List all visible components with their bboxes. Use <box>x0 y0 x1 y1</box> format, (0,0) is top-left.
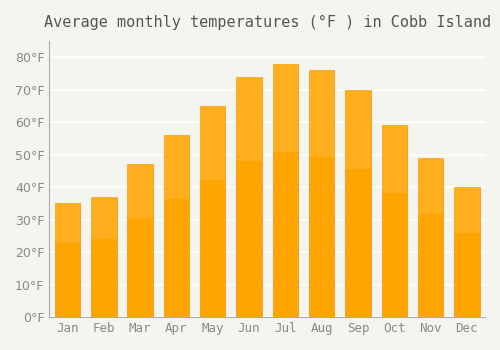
Bar <box>345 90 370 169</box>
Bar <box>164 135 189 317</box>
Bar <box>418 158 444 214</box>
Bar <box>55 203 80 243</box>
Bar <box>309 70 334 156</box>
Bar <box>272 64 298 317</box>
Bar <box>91 197 116 317</box>
Bar <box>55 203 80 317</box>
Bar <box>128 164 153 218</box>
Bar <box>200 106 226 317</box>
Bar <box>236 77 262 317</box>
Bar <box>309 70 334 317</box>
Bar <box>454 187 479 317</box>
Bar <box>236 77 262 161</box>
Bar <box>418 158 444 317</box>
Bar <box>91 197 116 239</box>
Bar <box>454 187 479 233</box>
Bar <box>382 125 407 192</box>
Bar <box>272 64 298 152</box>
Title: Average monthly temperatures (°F ) in Cobb Island: Average monthly temperatures (°F ) in Co… <box>44 15 490 30</box>
Bar <box>128 164 153 317</box>
Bar <box>164 135 189 199</box>
Bar <box>345 90 370 317</box>
Bar <box>382 125 407 317</box>
Bar <box>200 106 226 180</box>
